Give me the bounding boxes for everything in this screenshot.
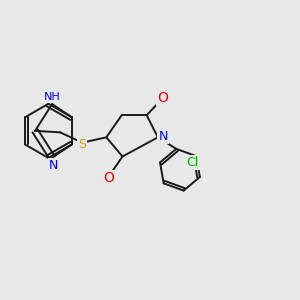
- Text: Cl: Cl: [187, 156, 199, 169]
- Text: O: O: [103, 171, 114, 185]
- Text: N: N: [158, 130, 168, 143]
- Text: NH: NH: [44, 92, 61, 102]
- Text: N: N: [49, 158, 58, 172]
- Text: O: O: [158, 91, 168, 105]
- Text: S: S: [79, 138, 86, 151]
